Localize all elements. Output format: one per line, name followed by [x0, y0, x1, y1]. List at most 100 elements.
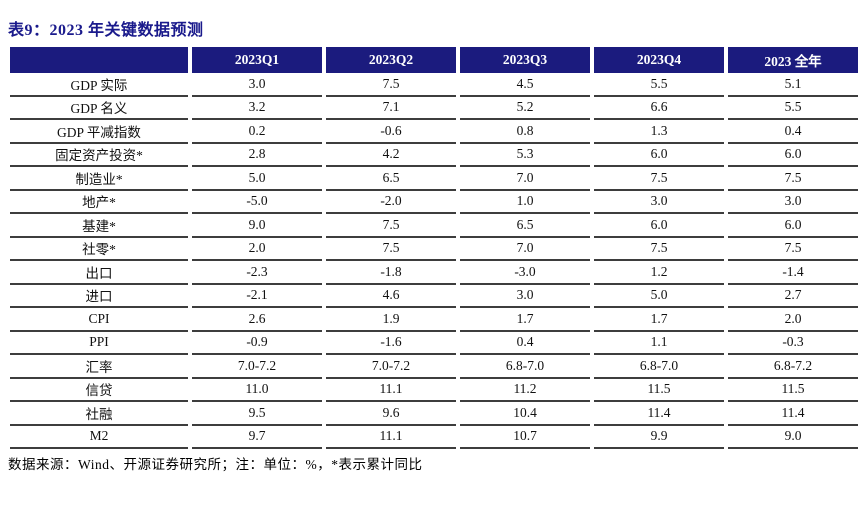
table-cell: 7.5: [728, 167, 858, 191]
table-cell: 11.1: [326, 426, 456, 449]
table-cell: 5.5: [728, 97, 858, 120]
table-cell: 6.5: [326, 167, 456, 191]
table-cell: -1.6: [326, 332, 456, 355]
table-row: GDP 名义 3.2 7.1 5.2 6.6 5.5: [10, 97, 858, 120]
row-label: 地产*: [10, 191, 188, 214]
row-label: 制造业*: [10, 167, 188, 191]
table-cell: 11.2: [460, 379, 590, 402]
table-row: M2 9.7 11.1 10.7 9.9 9.0: [10, 426, 858, 449]
table-cell: 6.0: [728, 144, 858, 167]
column-header: 2023Q4: [594, 47, 724, 73]
table-title: 表9：2023 年关键数据预测: [8, 22, 204, 39]
table-cell: -2.0: [326, 191, 456, 214]
table-cell: 2.8: [192, 144, 322, 167]
row-label: 汇率: [10, 355, 188, 379]
table-row: 进口 -2.1 4.6 3.0 5.0 2.7: [10, 285, 858, 308]
table-cell: 3.2: [192, 97, 322, 120]
table-cell: 0.2: [192, 120, 322, 144]
table-cell: 7.5: [728, 238, 858, 261]
row-label: 固定资产投资*: [10, 144, 188, 167]
table-cell: 5.0: [594, 285, 724, 308]
table-cell: 7.0-7.2: [192, 355, 322, 379]
table-row: 汇率 7.0-7.2 7.0-7.2 6.8-7.0 6.8-7.0 6.8-7.2: [10, 355, 858, 379]
table-body: GDP 实际 3.0 7.5 4.5 5.5 5.1 GDP 名义 3.2 7.1 5.2 6.6 5…: [10, 73, 858, 449]
table-cell: -2.3: [192, 261, 322, 285]
table-cell: 9.9: [594, 426, 724, 449]
table-row: 信贷 11.0 11.1 11.2 11.5 11.5: [10, 379, 858, 402]
table-row: 基建* 9.0 7.5 6.5 6.0 6.0: [10, 214, 858, 238]
table-cell: -1.4: [728, 261, 858, 285]
row-label: 社融: [10, 402, 188, 426]
table-row: 出口 -2.3 -1.8 -3.0 1.2 -1.4: [10, 261, 858, 285]
table-cell: 9.6: [326, 402, 456, 426]
table-cell: -0.6: [326, 120, 456, 144]
row-label: CPI: [10, 308, 188, 332]
table-cell: 7.0-7.2: [326, 355, 456, 379]
table-cell: 11.5: [728, 379, 858, 402]
table-cell: 10.7: [460, 426, 590, 449]
column-header: 2023Q2: [326, 47, 456, 73]
table-cell: 11.4: [728, 402, 858, 426]
table-row: 固定资产投资* 2.8 4.2 5.3 6.0 6.0: [10, 144, 858, 167]
table-cell: 11.0: [192, 379, 322, 402]
table-cell: -1.8: [326, 261, 456, 285]
table-cell: 6.8-7.0: [594, 355, 724, 379]
table-cell: 5.0: [192, 167, 322, 191]
row-label: PPI: [10, 332, 188, 355]
table-cell: 7.0: [460, 167, 590, 191]
table-row: 社零* 2.0 7.5 7.0 7.5 7.5: [10, 238, 858, 261]
table-cell: 6.8-7.2: [728, 355, 858, 379]
table-row: 地产* -5.0 -2.0 1.0 3.0 3.0: [10, 191, 858, 214]
row-label: 基建*: [10, 214, 188, 238]
table-cell: 3.0: [192, 73, 322, 97]
table-cell: 1.3: [594, 120, 724, 144]
table-cell: -5.0: [192, 191, 322, 214]
table-cell: 4.5: [460, 73, 590, 97]
table-cell: 9.0: [728, 426, 858, 449]
table-cell: 6.0: [728, 214, 858, 238]
table-cell: 2.7: [728, 285, 858, 308]
table-cell: 3.0: [594, 191, 724, 214]
table-cell: 1.0: [460, 191, 590, 214]
table-cell: 5.3: [460, 144, 590, 167]
table-row: 制造业* 5.0 6.5 7.0 7.5 7.5: [10, 167, 858, 191]
table-cell: 2.0: [728, 308, 858, 332]
source-note: 数据来源：Wind、开源证券研究所；注：单位：%，*表示累计同比: [8, 457, 423, 472]
table-cell: 1.7: [594, 308, 724, 332]
table-cell: -0.9: [192, 332, 322, 355]
table-cell: 6.6: [594, 97, 724, 120]
table-cell: 9.0: [192, 214, 322, 238]
table-cell: 2.0: [192, 238, 322, 261]
table-cell: 0.4: [460, 332, 590, 355]
table-cell: 11.4: [594, 402, 724, 426]
row-label: GDP 平减指数: [10, 120, 188, 144]
table-cell: 3.0: [728, 191, 858, 214]
forecast-table: 2023Q1 2023Q2 2023Q3 2023Q4 2023 全年 GDP 实际 3.…: [6, 47, 862, 449]
table-cell: 2.6: [192, 308, 322, 332]
table-cell: 4.2: [326, 144, 456, 167]
table-cell: 7.1: [326, 97, 456, 120]
table-cell: 1.7: [460, 308, 590, 332]
row-label: 进口: [10, 285, 188, 308]
report-table-section: 表9：2023 年关键数据预测 2023Q1 2023Q2 2023Q3 2023Q4…: [6, 22, 862, 472]
table-header: 2023Q1 2023Q2 2023Q3 2023Q4 2023 全年: [10, 47, 858, 73]
table-cell: 11.5: [594, 379, 724, 402]
row-label: 社零*: [10, 238, 188, 261]
column-header-label: [10, 47, 188, 73]
table-cell: 7.5: [326, 238, 456, 261]
row-label: GDP 实际: [10, 73, 188, 97]
column-header: 2023 全年: [728, 47, 858, 73]
table-cell: 7.0: [460, 238, 590, 261]
table-cell: 7.5: [326, 73, 456, 97]
table-cell: 7.5: [326, 214, 456, 238]
column-header: 2023Q1: [192, 47, 322, 73]
table-cell: 6.5: [460, 214, 590, 238]
table-cell: 0.8: [460, 120, 590, 144]
table-cell: 6.8-7.0: [460, 355, 590, 379]
table-cell: 10.4: [460, 402, 590, 426]
table-cell: 3.0: [460, 285, 590, 308]
table-cell: 1.9: [326, 308, 456, 332]
table-cell: 9.7: [192, 426, 322, 449]
table-cell: 4.6: [326, 285, 456, 308]
row-label: 信贷: [10, 379, 188, 402]
